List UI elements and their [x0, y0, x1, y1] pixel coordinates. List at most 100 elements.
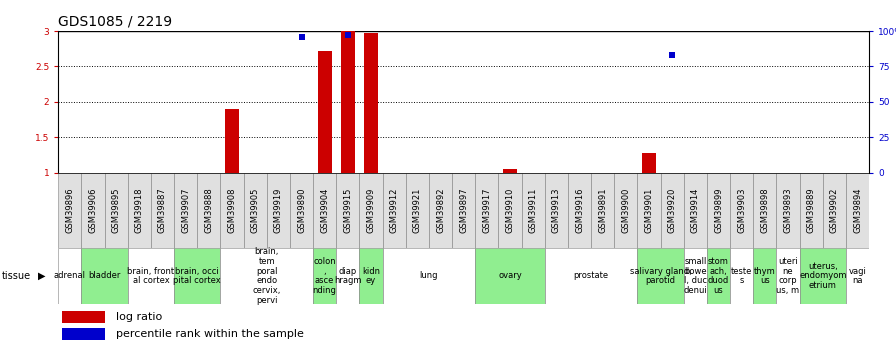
Bar [406, 172, 429, 248]
Bar [336, 172, 359, 248]
Text: percentile rank within the sample: percentile rank within the sample [116, 329, 304, 339]
Bar [684, 248, 707, 304]
Bar [359, 172, 383, 248]
Text: GSM39909: GSM39909 [366, 188, 375, 233]
Text: GSM39918: GSM39918 [134, 188, 144, 233]
Bar [754, 172, 777, 248]
Bar [313, 248, 336, 304]
Text: brain, occi
pital cortex: brain, occi pital cortex [173, 267, 221, 285]
Text: adrenal: adrenal [54, 272, 86, 280]
Bar [777, 248, 799, 304]
Bar [151, 172, 174, 248]
Bar [777, 172, 799, 248]
Text: GSM39890: GSM39890 [297, 188, 306, 233]
Bar [429, 172, 452, 248]
Text: GSM39892: GSM39892 [436, 188, 445, 233]
Bar [58, 172, 82, 248]
Bar [591, 172, 615, 248]
Bar [128, 248, 174, 304]
Text: GSM39897: GSM39897 [459, 188, 469, 233]
Bar [684, 172, 707, 248]
Bar [267, 172, 290, 248]
Text: GSM39901: GSM39901 [644, 188, 653, 233]
Text: GSM39904: GSM39904 [320, 188, 329, 233]
Text: GSM39893: GSM39893 [783, 188, 793, 233]
Bar [615, 172, 637, 248]
Text: GSM39899: GSM39899 [714, 188, 723, 233]
Text: GSM39895: GSM39895 [112, 188, 121, 233]
Bar [383, 172, 406, 248]
Bar [58, 248, 82, 304]
Bar [128, 172, 151, 248]
Text: diap
hragm: diap hragm [334, 267, 362, 285]
Text: GSM39919: GSM39919 [274, 188, 283, 233]
Bar [244, 172, 267, 248]
Bar [220, 172, 244, 248]
Text: GSM39916: GSM39916 [575, 188, 584, 233]
Bar [730, 172, 754, 248]
Text: thym
us: thym us [754, 267, 776, 285]
Text: bladder: bladder [89, 272, 121, 280]
Bar [340, 31, 355, 172]
Bar [568, 172, 591, 248]
Bar [637, 172, 660, 248]
Bar [846, 248, 869, 304]
Text: GSM39912: GSM39912 [390, 188, 399, 233]
Text: uterus,
endomyom
etrium: uterus, endomyom etrium [799, 262, 847, 290]
Text: GDS1085 / 2219: GDS1085 / 2219 [58, 14, 172, 29]
Text: GSM39891: GSM39891 [599, 188, 607, 233]
Bar [730, 248, 754, 304]
Bar [660, 172, 684, 248]
Bar [754, 248, 777, 304]
Bar [364, 33, 378, 172]
Text: brain,
tem
poral
endo
cervix,
pervi: brain, tem poral endo cervix, pervi [253, 247, 281, 305]
Text: GSM39894: GSM39894 [853, 188, 862, 233]
Bar [359, 248, 383, 304]
Bar [62, 328, 105, 340]
Bar [475, 172, 498, 248]
Text: teste
s: teste s [731, 267, 753, 285]
Text: GSM39917: GSM39917 [482, 188, 491, 233]
Text: GSM39887: GSM39887 [158, 188, 167, 233]
Text: prostate: prostate [573, 272, 608, 280]
Bar [503, 169, 517, 172]
Bar [498, 172, 521, 248]
Text: GSM39905: GSM39905 [251, 188, 260, 233]
Bar [707, 172, 730, 248]
Bar [637, 248, 684, 304]
Text: GSM39914: GSM39914 [691, 188, 700, 233]
Text: GSM39898: GSM39898 [761, 188, 770, 233]
Bar [846, 172, 869, 248]
Bar [521, 172, 545, 248]
Text: GSM39921: GSM39921 [413, 188, 422, 233]
Bar [799, 172, 823, 248]
Bar [220, 248, 313, 304]
Text: kidn
ey: kidn ey [362, 267, 380, 285]
Bar [174, 248, 220, 304]
Text: stom
ach,
duod
us: stom ach, duod us [708, 257, 729, 295]
Text: tissue: tissue [2, 271, 31, 281]
Text: ovary: ovary [498, 272, 521, 280]
Text: GSM39913: GSM39913 [552, 188, 561, 233]
Bar [105, 172, 128, 248]
Text: GSM39908: GSM39908 [228, 188, 237, 233]
Text: GSM39915: GSM39915 [343, 188, 352, 233]
Text: lung: lung [419, 272, 438, 280]
Bar [318, 51, 332, 172]
Bar [383, 248, 475, 304]
Bar [82, 248, 128, 304]
Bar [290, 172, 313, 248]
Text: GSM39911: GSM39911 [529, 188, 538, 233]
Bar [799, 248, 846, 304]
Bar [707, 248, 730, 304]
Text: GSM39889: GSM39889 [806, 188, 815, 233]
Text: GSM39896: GSM39896 [65, 188, 74, 233]
Text: GSM39910: GSM39910 [505, 188, 514, 233]
Text: GSM39900: GSM39900 [621, 188, 631, 233]
Text: GSM39906: GSM39906 [89, 188, 98, 233]
Bar [475, 248, 545, 304]
Text: log ratio: log ratio [116, 312, 162, 322]
Text: GSM39920: GSM39920 [668, 188, 676, 233]
Text: colon
,
asce
nding: colon , asce nding [313, 257, 337, 295]
Bar [225, 109, 239, 172]
